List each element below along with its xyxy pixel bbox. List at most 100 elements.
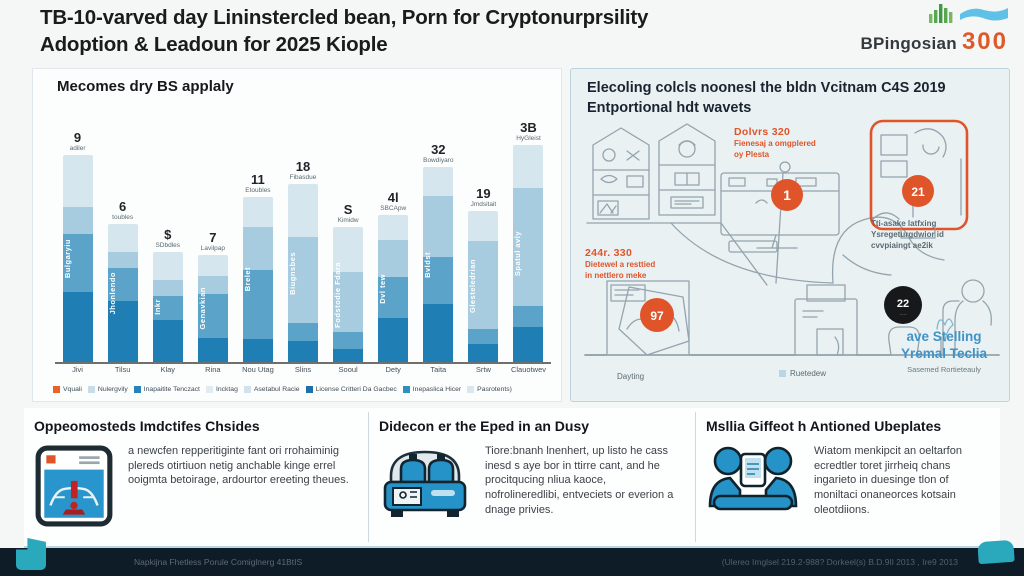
bar-segment (197, 255, 228, 277)
illustration-sketch: 1 21 97 22 ····· (584, 119, 1000, 356)
illustration-legend-label: Ruetedew (790, 369, 827, 378)
bar-segment (242, 338, 273, 362)
bar-segment (333, 227, 364, 272)
bar-inner-label: Spatul avly (513, 230, 523, 277)
printer-sketch (794, 284, 858, 356)
bar-inner-label: Dvl tew (378, 273, 388, 304)
legend-item: Vquali (53, 386, 82, 393)
legend-swatch (53, 386, 60, 393)
stacked-bar: Fodstodie Fdara (333, 227, 364, 362)
bar-value-label: 9 (73, 129, 82, 145)
bar-segment (288, 340, 319, 362)
stacked-bar: Brelet (242, 197, 273, 362)
x-axis-tick-label: Sooul (338, 365, 358, 374)
legend-label: Inepaslica Hicer (412, 386, 462, 393)
x-axis-labels: Jivi Tilsu Klay Rina Nou Utag Slins Sooul Dety T… (55, 364, 551, 375)
bar-value-label: 18 (295, 158, 311, 174)
legend-label: Incktag (215, 386, 238, 393)
legend-label: License Critteri Da Gacbec (315, 386, 397, 393)
legend-item: Pasrotents) (467, 386, 512, 393)
bar-slot: 7 Lavilpap Genavkian (190, 107, 235, 362)
bar-segment (423, 256, 454, 304)
x-axis-tick-label: Taita (430, 365, 447, 374)
card-machine-text: Tiore:bnanh lnenhert, up listo he cass i… (485, 445, 674, 516)
card-people-text: Wiatom menkipcit an oeltarfon ecredtler … (814, 445, 962, 516)
bar-inner-label: Inkr (152, 299, 162, 315)
footer-left-text: Napkijna Fhetless Porule Comiglnerg 41Bt… (134, 557, 303, 567)
bar-slot: 6 toubles Jhonlendo (100, 107, 145, 362)
wave-icon (960, 5, 1008, 28)
bar-segment (423, 196, 454, 257)
bar-value-label: 3B (520, 119, 537, 135)
machine-icon (379, 444, 471, 529)
bar-value-sublabel: Jmdsitait (470, 201, 497, 208)
bar-segment (333, 271, 364, 333)
legend-label: Asetabul Racie (253, 386, 300, 393)
x-axis-tick-label: Dety (385, 365, 401, 374)
bar-segment (333, 348, 364, 362)
x-axis-tick-label: Jivi (72, 365, 83, 374)
legend-swatch (305, 386, 313, 393)
bar-slot: 9 adiler Bulgaryiu (55, 107, 100, 362)
bar-segment (513, 188, 544, 306)
x-axis-tick-label: Slins (294, 365, 312, 374)
annotation-right: Tti-asake latfxing Ysregeturgdwior id cv… (871, 219, 944, 250)
page-title-line1: TB-10-varved day Lininstercled bean, Por… (40, 6, 649, 29)
card-warning-title: Oppeomosteds Imdctifes Chsides (34, 418, 260, 434)
bar-segment (423, 167, 454, 197)
bar-segment (423, 303, 454, 362)
bar-segment (378, 276, 409, 318)
card-warning-text: a newcfen repperitiginte fant ori rrohai… (128, 445, 349, 487)
door-panels-sketch (586, 123, 722, 224)
footer-bar: Napkijna Fhetless Porule Comiglnerg 41Bt… (0, 538, 1024, 576)
legend-item: License Critteri Da Gacbec (305, 386, 397, 393)
bar-value-label: 7 (209, 229, 217, 245)
svg-text:·····: ····· (899, 312, 907, 317)
card-warning: Oppeomosteds Imdctifes Chsides a newcfen… (24, 408, 368, 546)
bar-value-sublabel: adiler (69, 145, 86, 152)
stacked-bar: Bulgaryiu (62, 155, 93, 362)
bar-value-sublabel: SDbdles (155, 242, 181, 249)
bar-segment (288, 322, 319, 341)
badge-22-number: 22 (897, 298, 909, 310)
bar-slot: 18 Fibasdue Biugnsbes (280, 107, 325, 362)
bar-segment (468, 328, 499, 344)
legend-swatch (779, 370, 786, 377)
x-axis-tick-label: Srtw (475, 365, 491, 374)
logo-number: 300 (961, 28, 1008, 55)
legend-swatch (87, 386, 95, 393)
bar-segment (378, 215, 409, 240)
illustration-title-line1: Elecoling colcls noonesl the bldn Vcitna… (587, 80, 946, 96)
bar-value-label: 19 (476, 185, 491, 201)
bar-slot: 3B HyGleist Spatul avly (506, 107, 551, 362)
x-axis-tick-label: Tilsu (114, 365, 131, 374)
stacked-bar: Biugnsbes (288, 184, 319, 362)
badge-21-number: 21 (911, 185, 925, 199)
bar-value-label: 4l (387, 189, 399, 205)
bar-segment (107, 301, 138, 362)
illustration-title: Elecoling colcls noonesl the bldn Vcitna… (587, 78, 946, 119)
legend-item: Inapaitite Tenczact (133, 386, 200, 393)
bar-slot: 32 Bowdiyaro Bvldst (416, 107, 461, 362)
bottom-cards-section: Oppeomosteds Imdctifes Chsides a newcfen… (24, 408, 1000, 548)
bar-chart-icon (928, 1, 954, 28)
bar-value-sublabel: HyGleist (516, 135, 541, 142)
bar-chart-panel: Mecomes dry BS applaly 9 adiler Bulgaryiu 6… (32, 68, 562, 402)
bar-inner-label: Biugnsbes (288, 251, 298, 295)
bar-inner-label: Genavkian (197, 287, 207, 330)
illustration-panel: Elecoling colcls noonesl the bldn Vcitna… (570, 68, 1010, 402)
bar-value-label: $ (164, 226, 172, 242)
bar-slot: S Kimidw Fodstodie Fdara (326, 107, 371, 362)
bar-segment (468, 241, 499, 329)
page-title: TB-10-varved day Lininstercled bean, Por… (40, 5, 800, 58)
bar-slot: 11 Etoubles Brelet (235, 107, 280, 362)
badge-1: 1 (771, 179, 803, 211)
bar-segment (152, 296, 183, 321)
bar-value-label: S (343, 201, 353, 217)
bar-value-label: 6 (119, 198, 127, 214)
badge-1-number: 1 (783, 187, 791, 203)
bar-segment (197, 276, 228, 294)
bar-segment (288, 184, 319, 238)
bar-segment (197, 293, 228, 339)
page-title-line2: Adoption & Leadoun for 2025 Kiople (40, 32, 388, 56)
